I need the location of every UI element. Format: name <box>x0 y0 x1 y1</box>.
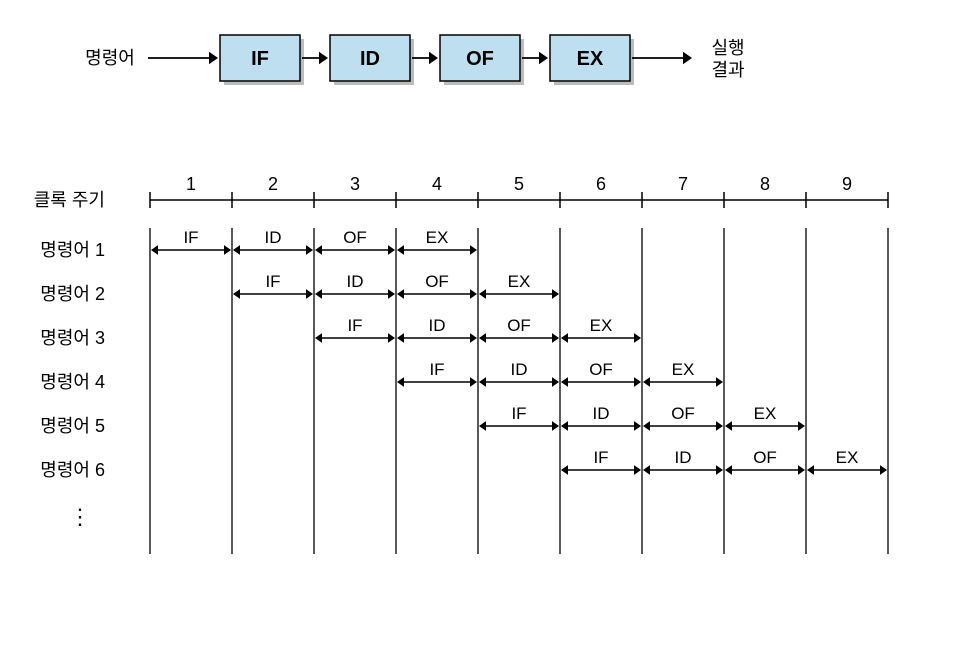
timeline-cycle-number: 8 <box>760 174 770 194</box>
instruction-row-label: 명령어 4 <box>40 372 105 392</box>
stage-segment-label: EX <box>754 404 777 423</box>
stage-segment-label: EX <box>590 316 613 335</box>
stage-segment-label: ID <box>675 448 692 467</box>
stage-segment-label: EX <box>508 272 531 291</box>
stage-segment-label: ID <box>429 316 446 335</box>
stage-segment-label: ID <box>347 272 364 291</box>
timeline-cycle-number: 9 <box>842 174 852 194</box>
pipeline-input-label: 명령어 <box>85 48 135 68</box>
rows-continuation-dots: ⋮ <box>69 504 91 529</box>
pipeline-stage-label: OF <box>466 48 494 70</box>
stage-segment-label: ID <box>511 360 528 379</box>
stage-segment-label: OF <box>589 360 613 379</box>
timeline-cycle-number: 7 <box>678 174 688 194</box>
stage-segment-label: OF <box>671 404 695 423</box>
timeline-cycle-number: 5 <box>514 174 524 194</box>
stage-segment-label: EX <box>426 228 449 247</box>
pipeline-stage-label: ID <box>360 48 380 70</box>
stage-segment-label: ID <box>593 404 610 423</box>
instruction-row-label: 명령어 6 <box>40 460 105 480</box>
stage-segment-label: OF <box>343 228 367 247</box>
instruction-row-label: 명령어 5 <box>40 416 105 436</box>
timeline-cycle-number: 6 <box>596 174 606 194</box>
timeline-cycle-number: 2 <box>268 174 278 194</box>
timeline-cycle-number: 1 <box>186 174 196 194</box>
instruction-row-label: 명령어 3 <box>40 328 105 348</box>
timeline-cycle-number: 3 <box>350 174 360 194</box>
timeline-cycle-number: 4 <box>432 174 442 194</box>
stage-segment-label: EX <box>672 360 695 379</box>
stage-segment-label: IF <box>347 316 362 335</box>
pipeline-stage-label: EX <box>577 48 604 70</box>
pipeline-output-label-2: 결과 <box>711 60 744 80</box>
stage-segment-label: EX <box>836 448 859 467</box>
stage-segment-label: IF <box>429 360 444 379</box>
stage-segment-label: IF <box>593 448 608 467</box>
pipeline-stage-label: IF <box>251 48 269 70</box>
stage-segment-label: IF <box>183 228 198 247</box>
instruction-row-label: 명령어 1 <box>40 240 105 260</box>
stage-segment-label: ID <box>265 228 282 247</box>
timeline-axis-label: 클록 주기 <box>34 190 105 210</box>
stage-segment-label: IF <box>265 272 280 291</box>
instruction-row-label: 명령어 2 <box>40 284 105 304</box>
pipeline-output-label-1: 실행 <box>711 38 744 58</box>
stage-segment-label: IF <box>511 404 526 423</box>
stage-segment-label: OF <box>507 316 531 335</box>
stage-segment-label: OF <box>425 272 449 291</box>
stage-segment-label: OF <box>753 448 777 467</box>
